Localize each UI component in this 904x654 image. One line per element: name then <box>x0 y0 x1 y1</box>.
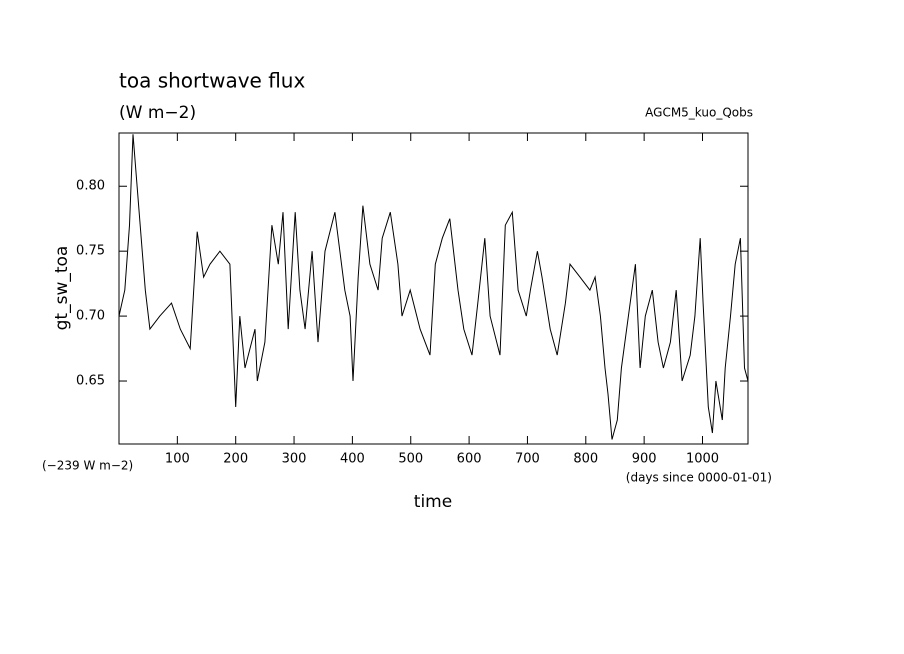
x-unit-label: (days since 0000-01-01) <box>626 471 772 485</box>
y-tick-label: 0.70 <box>76 309 105 324</box>
annotation: AGCM5_kuo_Qobs <box>645 106 753 120</box>
x-tick-label: 900 <box>632 452 657 467</box>
x-tick-label: 700 <box>515 452 540 467</box>
x-tick-label: 600 <box>457 452 482 467</box>
x-tick-label: 200 <box>223 452 248 467</box>
y-tick-label: 0.65 <box>76 374 105 389</box>
plot-frame <box>118 132 749 445</box>
offset-label: (−239 W m−2) <box>42 459 133 473</box>
x-tick-label: 1000 <box>686 452 719 467</box>
x-tick-label: 300 <box>282 452 307 467</box>
x-axis-label: time <box>414 492 452 512</box>
y-axis-label: gt_sw_toa <box>52 246 72 331</box>
y-tick-label: 0.75 <box>76 244 105 259</box>
x-tick-label: 100 <box>165 452 190 467</box>
y-tick-label: 0.80 <box>76 179 105 194</box>
chart-title: toa shortwave flux <box>119 69 305 93</box>
x-tick-label: 400 <box>340 452 365 467</box>
x-tick-label: 800 <box>573 452 598 467</box>
chart-subtitle: (W m−2) <box>119 103 196 123</box>
data-line <box>118 134 749 440</box>
x-tick-label: 500 <box>398 452 423 467</box>
